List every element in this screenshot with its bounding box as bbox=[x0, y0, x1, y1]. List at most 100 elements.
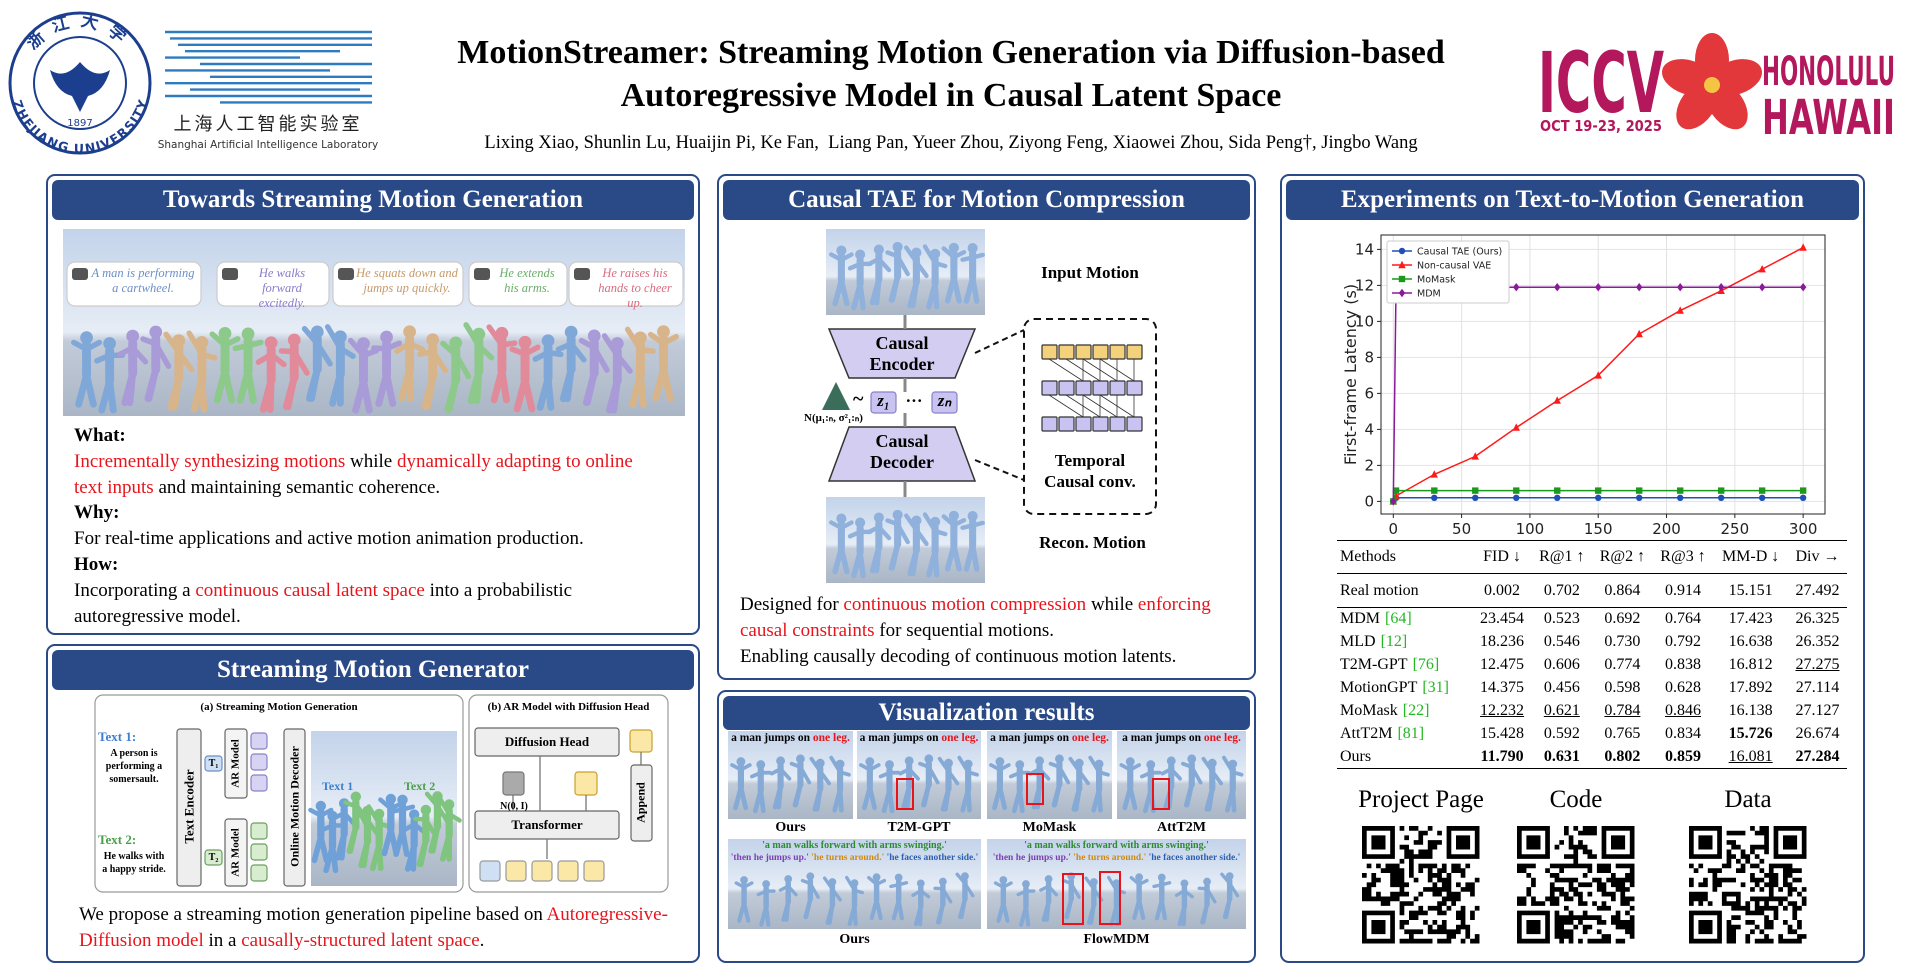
logo-eagle bbox=[50, 62, 110, 112]
figure-arm bbox=[951, 517, 967, 528]
figure-arm bbox=[1088, 755, 1101, 775]
figure-head bbox=[873, 512, 884, 523]
figure-arm bbox=[429, 348, 449, 374]
x-tick-label: 0 bbox=[1389, 520, 1399, 538]
figure-head bbox=[657, 325, 670, 338]
speaker-icon bbox=[338, 268, 354, 280]
figure-text: (a) Streaming Motion Generation bbox=[200, 701, 358, 713]
figure-leg bbox=[896, 898, 904, 921]
figure-leg bbox=[776, 784, 783, 810]
table-cell: 0.846 bbox=[1665, 702, 1701, 719]
figure-leg bbox=[969, 275, 980, 304]
figure-head bbox=[967, 243, 978, 254]
figure-head bbox=[420, 804, 432, 816]
figure-leg bbox=[997, 785, 1008, 811]
noise-block bbox=[502, 771, 525, 796]
point bbox=[1595, 487, 1602, 494]
figure-leg bbox=[1001, 900, 1010, 923]
table-cell: 0.730 bbox=[1604, 633, 1641, 650]
figure-arm bbox=[463, 322, 482, 349]
point bbox=[1513, 494, 1520, 501]
image-caption: a man jumps on one leg. bbox=[857, 732, 981, 744]
conv-link bbox=[1048, 394, 1084, 418]
text-segment: Incorporating a bbox=[74, 579, 196, 601]
figure-leg bbox=[1230, 787, 1237, 813]
figure-arm bbox=[904, 245, 919, 265]
figure-arm bbox=[876, 524, 892, 541]
text-segment: a man jumps on bbox=[859, 732, 942, 744]
figure-leg bbox=[318, 833, 330, 864]
figure-leg bbox=[1184, 782, 1195, 808]
text-segment: continuous causal latent space bbox=[195, 579, 425, 601]
speech-bubble bbox=[468, 261, 568, 307]
citation: [81] bbox=[1397, 725, 1425, 742]
conv-cell bbox=[1126, 344, 1143, 360]
figure-leg bbox=[339, 831, 347, 861]
point bbox=[1676, 494, 1684, 501]
table-cell: Ours bbox=[1340, 747, 1372, 765]
figure-arm bbox=[545, 349, 564, 358]
figure-leg bbox=[827, 902, 835, 925]
figure-leg bbox=[1023, 904, 1031, 927]
table-cell: 0.838 bbox=[1665, 656, 1701, 673]
figure-arm bbox=[568, 341, 587, 363]
figure-leg bbox=[308, 365, 321, 402]
text-segment: . bbox=[479, 929, 485, 951]
y-tick-label: 6 bbox=[1364, 384, 1374, 402]
legend-marker bbox=[1398, 288, 1406, 298]
conv-cell bbox=[1075, 344, 1092, 360]
figure-text: Diffusion Head bbox=[504, 734, 590, 749]
figure-head bbox=[1044, 875, 1053, 883]
authors: Lixing Xiao, Shunlin Lu, Huaijin Pi, Ke … bbox=[484, 133, 1418, 153]
encoder-block bbox=[176, 728, 202, 887]
latent-token bbox=[583, 860, 605, 882]
figure-arm bbox=[129, 345, 149, 365]
figure-head bbox=[350, 791, 362, 802]
conv-link bbox=[1099, 358, 1135, 382]
table-cell: 26.352 bbox=[1795, 633, 1840, 650]
figure-head bbox=[241, 327, 255, 341]
table-cell: 27.492 bbox=[1795, 581, 1840, 599]
figure-arm bbox=[1201, 756, 1215, 774]
figure-arm bbox=[209, 331, 228, 348]
panel-title: Causal TAE for Motion Compression bbox=[723, 180, 1250, 220]
conv-cell bbox=[1058, 416, 1075, 432]
panel: Causal TAE for Motion Compression bbox=[717, 174, 1256, 680]
legend-marker bbox=[1398, 247, 1406, 255]
logo-flower bbox=[1662, 59, 1715, 96]
decoder-block bbox=[283, 728, 306, 887]
figure-leg bbox=[266, 376, 275, 413]
figure-leg bbox=[360, 377, 373, 414]
figure-leg bbox=[873, 544, 882, 574]
figure-label: Recon. Motion bbox=[1039, 533, 1146, 552]
figure-arm bbox=[798, 765, 812, 785]
figure-head bbox=[892, 241, 903, 252]
table-cell: 16.638 bbox=[1728, 633, 1773, 650]
figure-arm bbox=[895, 254, 910, 277]
text-segment: For real-time applications and active mo… bbox=[74, 528, 584, 550]
figure-arm bbox=[957, 755, 971, 775]
conv-cell bbox=[1041, 416, 1058, 432]
figure-arm bbox=[839, 252, 854, 263]
point bbox=[1717, 494, 1725, 501]
x-tick-label: 200 bbox=[1652, 520, 1681, 538]
latent-token bbox=[250, 822, 268, 840]
figure-arm bbox=[907, 767, 920, 781]
figure-leg bbox=[1137, 897, 1146, 921]
point bbox=[1636, 487, 1643, 494]
figure-leg bbox=[406, 365, 414, 402]
figure-arm bbox=[739, 763, 752, 772]
logo-text: HONOLULU bbox=[1762, 49, 1895, 95]
motion-figures bbox=[734, 872, 975, 927]
figure-arm bbox=[895, 522, 910, 545]
highlight-box bbox=[1026, 773, 1044, 805]
figure-arm bbox=[914, 527, 929, 547]
figure-leg bbox=[521, 376, 536, 413]
figure-text: A person is performing a somersault. bbox=[105, 748, 163, 785]
y-tick-label: 12 bbox=[1355, 276, 1374, 294]
point bbox=[1513, 487, 1520, 494]
figure-arm bbox=[1069, 881, 1081, 899]
conv-cell bbox=[1058, 344, 1075, 360]
qr-code bbox=[1362, 826, 1480, 944]
point bbox=[1431, 487, 1438, 494]
